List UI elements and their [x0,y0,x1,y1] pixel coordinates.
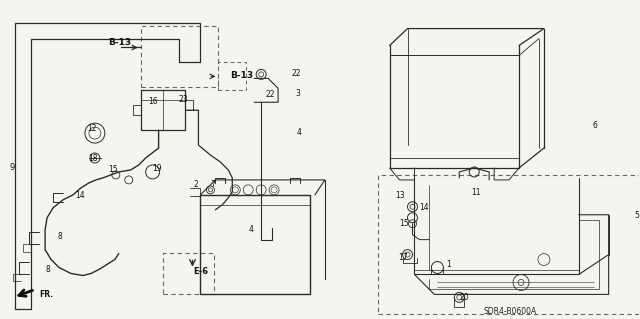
Bar [141,26,218,87]
Text: 13: 13 [396,191,405,200]
Text: 19: 19 [152,165,163,174]
Text: 20: 20 [460,293,469,302]
Text: 8: 8 [57,232,62,241]
Text: 14: 14 [75,191,84,200]
Text: 1: 1 [446,260,451,269]
Text: FR.: FR. [39,290,53,299]
Text: 7: 7 [211,180,215,189]
Text: 22: 22 [265,90,275,99]
Text: 16: 16 [148,97,158,106]
Bar [163,253,214,294]
Text: 4: 4 [297,128,302,137]
Text: 9: 9 [9,163,15,173]
Text: 6: 6 [593,121,598,130]
Text: 8: 8 [45,265,50,274]
Text: 17: 17 [399,253,408,262]
Text: 15: 15 [108,166,118,174]
Text: B-13: B-13 [230,71,253,80]
Text: 15: 15 [399,219,409,228]
Bar [200,195,310,294]
Text: 2: 2 [193,180,198,189]
Text: E-6: E-6 [193,267,209,276]
Text: SDR4-B0600A: SDR4-B0600A [483,307,536,316]
Bar [218,63,246,90]
Text: 12: 12 [87,124,97,133]
Text: 11: 11 [471,188,481,197]
Text: B-13: B-13 [108,38,131,47]
Bar [378,175,639,314]
Text: 5: 5 [634,211,639,220]
Text: 22: 22 [291,69,301,78]
Text: 14: 14 [419,203,429,212]
Text: 18: 18 [88,153,97,162]
Text: 23: 23 [179,95,188,104]
Text: 3: 3 [295,89,300,98]
Text: 4: 4 [248,225,253,234]
